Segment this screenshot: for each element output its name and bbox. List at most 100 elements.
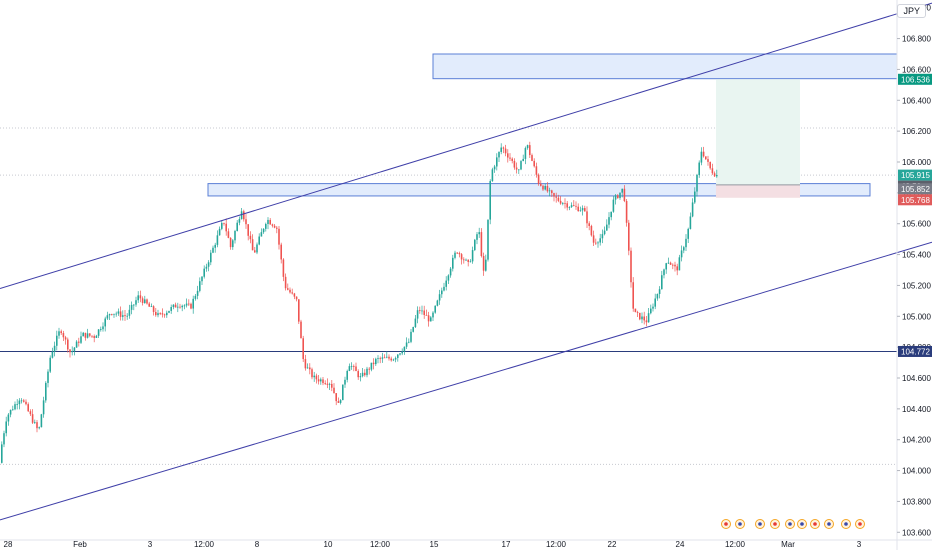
candle-body (137, 295, 139, 301)
candle-body (507, 153, 509, 158)
candle-body (386, 356, 388, 358)
candle-body (146, 299, 148, 304)
candle-body (273, 225, 276, 228)
position-stop-area[interactable] (716, 184, 800, 198)
event-flag-icon[interactable] (855, 519, 865, 529)
candle-body (185, 303, 188, 306)
candle-body (410, 331, 412, 342)
candle-body (144, 299, 146, 304)
candle-body (205, 266, 208, 269)
candle-body (304, 359, 307, 369)
position-target-area[interactable] (716, 79, 800, 185)
candle-body (170, 307, 172, 311)
candle-body (238, 219, 241, 223)
candle-body (265, 224, 267, 229)
candle-body (518, 169, 520, 171)
candle-body (520, 161, 522, 170)
event-flag-icon[interactable] (841, 519, 851, 529)
candle-body (570, 205, 573, 207)
event-flag-icon[interactable] (797, 519, 807, 529)
candle-body (460, 254, 463, 260)
candle-body (161, 313, 164, 315)
candle-body (423, 310, 425, 315)
candle-body (212, 247, 214, 253)
events-layer[interactable] (721, 519, 865, 529)
time-axis[interactable]: 28 Feb 3 12:00 8 10 12:00 15 17 12:00 22 24 12:00 Mar… (0, 539, 932, 549)
time-tick-label: 22 (608, 540, 617, 549)
candle-body (573, 205, 575, 206)
candle-body (584, 208, 586, 212)
candle-body (702, 151, 705, 157)
candle-body (656, 293, 659, 299)
candle-body (603, 230, 606, 235)
price-tick-label: 106.800 (902, 35, 931, 44)
candle-body (650, 308, 652, 314)
support-price-label: 104.772 (901, 347, 930, 356)
candle-body (196, 290, 199, 296)
candle-body (49, 357, 51, 372)
candle-body (122, 315, 124, 317)
candle-body (16, 404, 18, 405)
candle-body (683, 247, 685, 251)
event-flag-icon[interactable] (755, 519, 765, 529)
candle-body (493, 166, 496, 170)
time-tick-label: 24 (676, 540, 685, 549)
stop-price-label: 105.768 (901, 196, 930, 205)
candle-body (366, 368, 368, 376)
candle-body (458, 253, 461, 255)
candle-body (654, 298, 656, 307)
candle-body (500, 147, 502, 152)
event-flag-icon[interactable] (824, 519, 834, 529)
event-flag-icon[interactable] (810, 519, 820, 529)
candle-body (590, 225, 593, 236)
event-flag-icon[interactable] (785, 519, 795, 529)
candle-body (214, 244, 216, 248)
candle-body (289, 289, 291, 293)
event-flag-icon[interactable] (735, 519, 745, 529)
channel-upper-line[interactable] (0, 2, 932, 289)
candle-body (526, 145, 529, 149)
candle-body (361, 372, 364, 377)
candle-body (62, 333, 65, 338)
candle-body (291, 292, 293, 294)
candle-body (133, 304, 135, 306)
candle-body (267, 219, 269, 225)
candle-body (575, 205, 577, 207)
candle-body (115, 313, 117, 315)
candle-body (130, 304, 133, 310)
candle-body (337, 401, 340, 403)
candle-body (489, 181, 491, 220)
candle-body (663, 269, 665, 276)
candle-body (91, 335, 93, 337)
channel-lower-line[interactable] (0, 241, 932, 521)
candle-body (696, 174, 698, 192)
time-tick-label: 12:00 (370, 540, 391, 549)
candle-body (478, 232, 480, 235)
candle-body (225, 223, 227, 232)
time-tick-label: Mar (781, 540, 795, 549)
candle-body (344, 379, 346, 385)
candle-body (128, 309, 131, 316)
candle-body (434, 305, 436, 313)
resistance-zone[interactable] (432, 53, 898, 80)
candle-body (207, 262, 210, 267)
candle-body (53, 345, 56, 352)
candle-body (12, 409, 14, 411)
time-tick-label: 28 (4, 540, 13, 549)
currency-label[interactable]: JPY (897, 4, 926, 18)
candle-body (709, 161, 711, 169)
event-flag-icon[interactable] (721, 519, 731, 529)
candle-body (544, 186, 546, 190)
candle-body (597, 242, 599, 244)
candle-body (716, 174, 718, 177)
candle-body (515, 167, 518, 170)
candle-body (531, 155, 533, 161)
price-tick-label: 104.200 (902, 436, 931, 445)
candle-body (216, 235, 219, 245)
candle-body (408, 341, 410, 343)
event-flag-icon[interactable] (770, 519, 780, 529)
candle-body (394, 357, 397, 360)
candle-body (280, 244, 282, 260)
